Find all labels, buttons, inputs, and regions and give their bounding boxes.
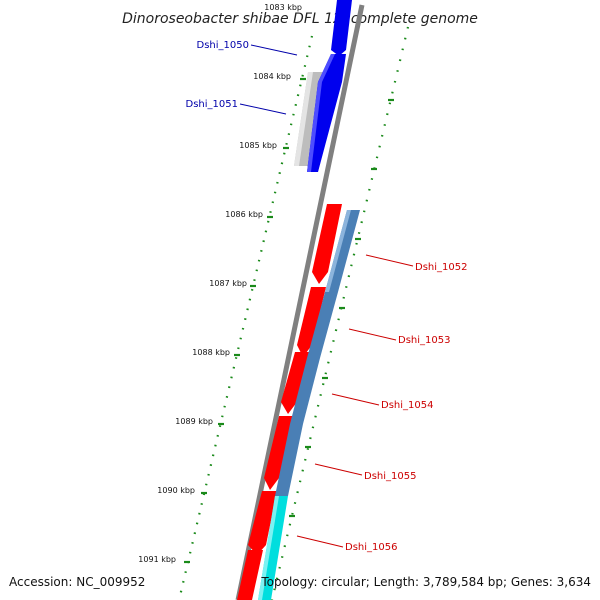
gene-label-dshi-1054[interactable]: Dshi_1054	[381, 400, 433, 411]
reverse-strand-genes	[237, 204, 342, 600]
red-gene-arrow[interactable]	[248, 491, 277, 555]
red-gene-arrow[interactable]	[264, 416, 294, 490]
gene-labels: Dshi_1050 Dshi_1051 Dshi_1052 Dshi_1053 …	[186, 40, 468, 553]
left-tick-track	[178, 35, 314, 597]
gene-arrow-dshi-1051-highlight	[307, 54, 335, 172]
leader-line-dshi-1056	[296, 535, 344, 548]
kbp-label: 1089 kbp	[175, 417, 213, 426]
leader-line-dshi-1054	[331, 393, 380, 406]
gene-label-leaders	[239, 44, 414, 548]
kbp-label: 1088 kbp	[192, 348, 230, 357]
reverse-strand-cds	[258, 210, 360, 600]
kbp-label: 1090 kbp	[157, 486, 195, 495]
leader-line-dshi-1051	[239, 103, 287, 115]
gene-label-dshi-1056[interactable]: Dshi_1056	[345, 542, 397, 553]
gene-label-dshi-1050[interactable]: Dshi_1050	[197, 40, 249, 51]
gene-label-dshi-1051[interactable]: Dshi_1051	[186, 99, 238, 110]
genome-backbone	[235, 4, 365, 600]
leader-line-dshi-1053	[348, 328, 397, 341]
cds-highlight	[325, 210, 351, 292]
leader-line-dshi-1052	[365, 254, 414, 267]
red-gene-arrow[interactable]	[297, 287, 326, 357]
gene-label-dshi-1052[interactable]: Dshi_1052	[415, 262, 467, 273]
kbp-label: 1084 kbp	[253, 72, 291, 81]
right-tick-track	[270, 26, 410, 600]
red-gene-arrow[interactable]	[237, 550, 263, 600]
cds-bar-dshi-1053[interactable]	[307, 292, 338, 358]
kbp-label: 1091 kbp	[138, 555, 176, 564]
accession-text: Accession: NC_009952	[9, 575, 145, 589]
red-gene-arrow[interactable]	[312, 204, 342, 284]
cds-bar-dshi-1055[interactable]	[275, 424, 303, 496]
gene-arrow-dshi-1050[interactable]	[331, 0, 352, 56]
grey-feature-highlight	[294, 72, 313, 166]
gene-label-dshi-1055[interactable]: Dshi_1055	[364, 471, 416, 482]
kbp-label: 1087 kbp	[209, 279, 247, 288]
map-title: Dinoroseobacter shibae DFL 12, complete …	[122, 11, 478, 27]
genome-summary-text: Topology: circular; Length: 3,789,584 bp…	[260, 575, 591, 589]
leader-line-dshi-1055	[314, 463, 363, 476]
kbp-label: 1083 kbp	[264, 3, 302, 12]
leader-line-dshi-1050	[250, 44, 298, 56]
gene-arrow-dshi-1051[interactable]	[307, 54, 346, 172]
kbp-labels: 1083 kbp 1084 kbp 1085 kbp 1086 kbp 1087…	[138, 3, 302, 564]
forward-strand-features	[294, 0, 352, 172]
kbp-label: 1085 kbp	[239, 141, 277, 150]
red-gene-arrow[interactable]	[281, 352, 310, 414]
cds-bar-dshi-1054[interactable]	[290, 358, 320, 424]
gene-label-dshi-1053[interactable]: Dshi_1053	[398, 335, 450, 346]
kbp-label: 1086 kbp	[225, 210, 263, 219]
cds-highlight	[258, 496, 279, 600]
